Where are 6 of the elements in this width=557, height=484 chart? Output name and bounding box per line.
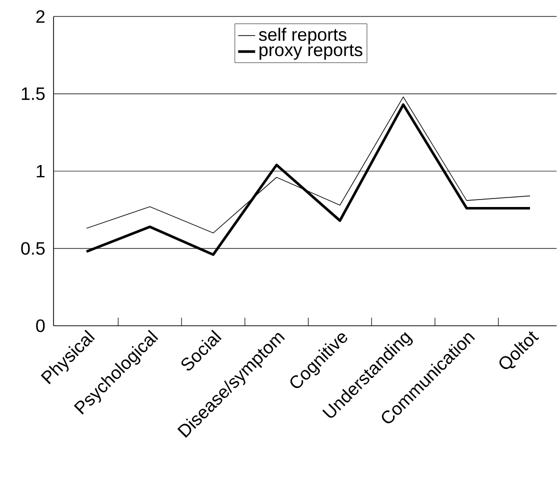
y-tick-label: 0.5 (21, 242, 45, 255)
y-tick-label: 2 (36, 10, 45, 23)
y-tick-label: 1.5 (22, 88, 45, 100)
legend-label: self reports (258, 28, 346, 45)
legend-label: proxy reports (260, 44, 362, 60)
y-tick-label: 1 (36, 165, 45, 178)
